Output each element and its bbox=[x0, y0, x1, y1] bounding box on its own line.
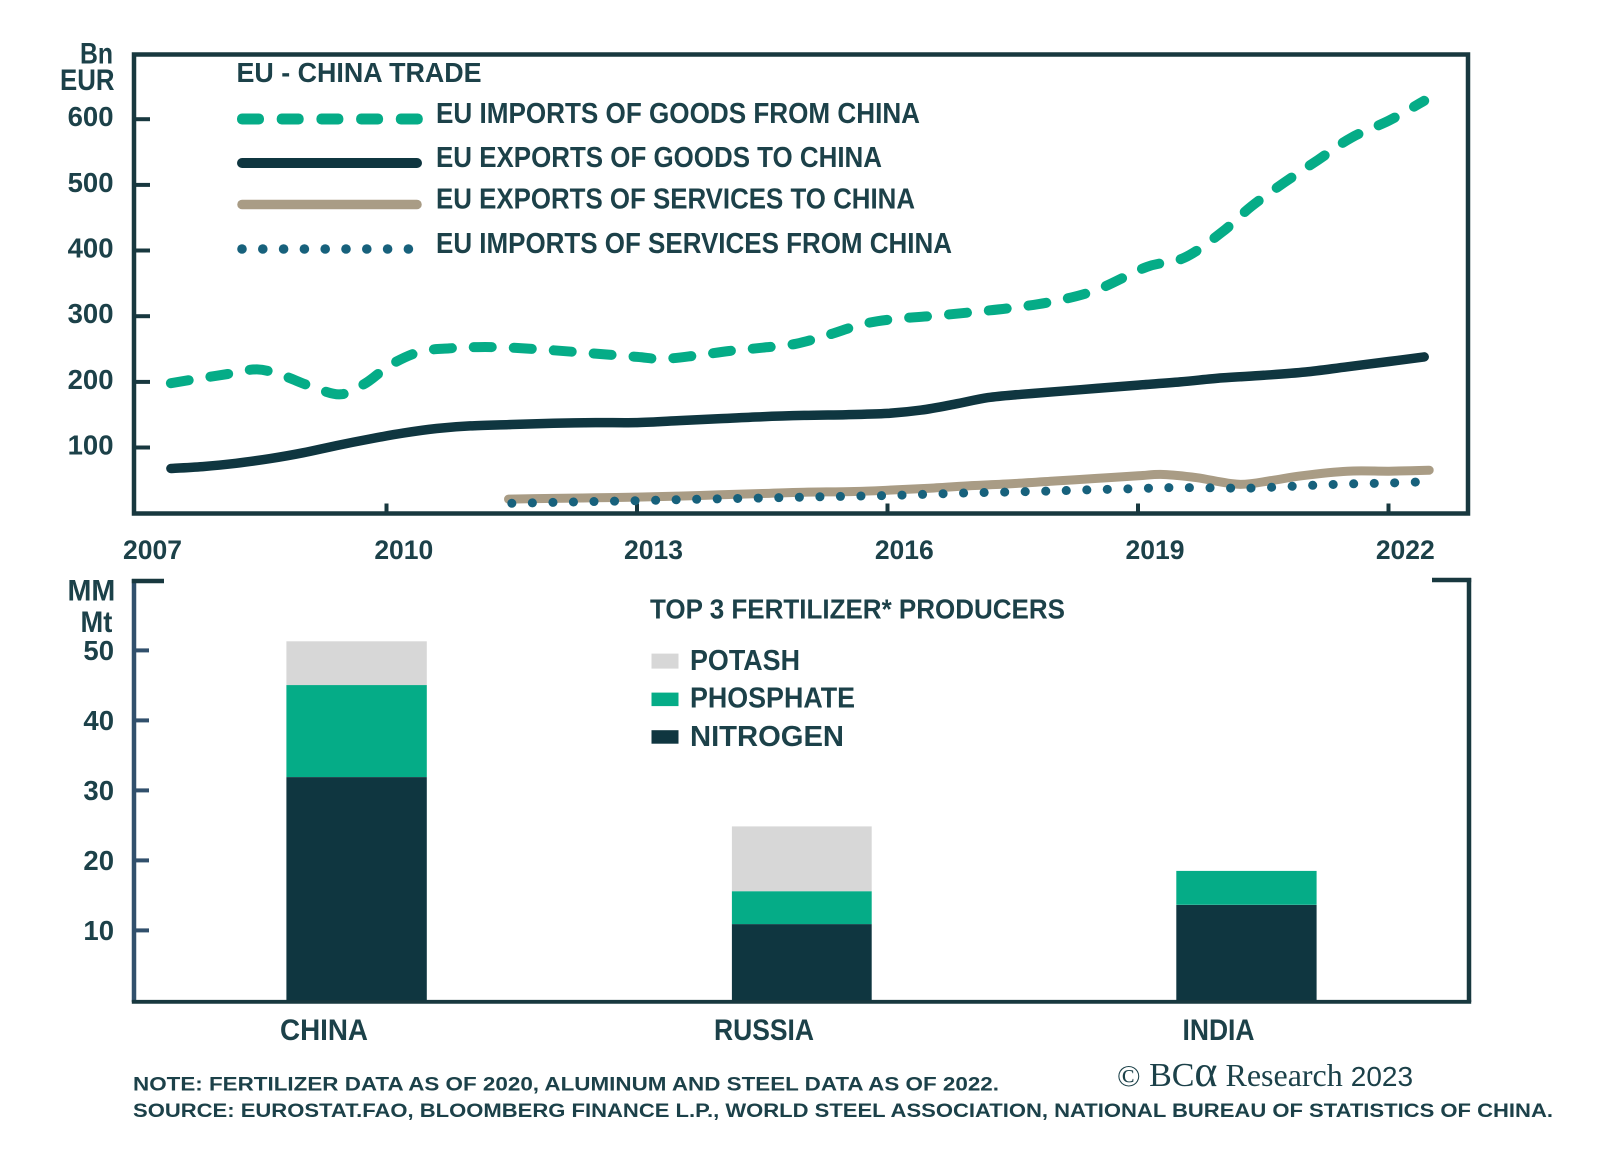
svg-text:10: 10 bbox=[83, 915, 114, 946]
svg-text:2016: 2016 bbox=[875, 535, 934, 565]
svg-text:EUR: EUR bbox=[60, 64, 115, 97]
svg-text:400: 400 bbox=[68, 233, 114, 264]
svg-text:EU EXPORTS OF SERVICES TO CHIN: EU EXPORTS OF SERVICES TO CHINA bbox=[436, 184, 915, 216]
svg-text:© BCα Research 2023: © BCα Research 2023 bbox=[1117, 1047, 1413, 1096]
svg-text:2010: 2010 bbox=[374, 535, 433, 565]
svg-text:SOURCE: EUROSTAT.FAO, BLOOMBER: SOURCE: EUROSTAT.FAO, BLOOMBERG FINANCE … bbox=[133, 1101, 1553, 1122]
svg-text:INDIA: INDIA bbox=[1183, 1014, 1255, 1047]
svg-text:200: 200 bbox=[68, 364, 114, 395]
svg-text:2022: 2022 bbox=[1376, 535, 1435, 565]
svg-text:NOTE: FERTILIZER DATA AS OF 20: NOTE: FERTILIZER DATA AS OF 2020, ALUMIN… bbox=[133, 1075, 999, 1096]
svg-text:EU IMPORTS OF GOODS FROM CHINA: EU IMPORTS OF GOODS FROM CHINA bbox=[436, 98, 920, 130]
svg-text:MM: MM bbox=[68, 575, 116, 608]
svg-text:50: 50 bbox=[83, 635, 114, 666]
svg-text:PHOSPHATE: PHOSPHATE bbox=[690, 683, 855, 715]
svg-text:EU EXPORTS OF GOODS TO CHINA: EU EXPORTS OF GOODS TO CHINA bbox=[436, 142, 882, 174]
svg-text:20: 20 bbox=[83, 845, 114, 876]
svg-text:CHINA: CHINA bbox=[280, 1014, 368, 1047]
svg-text:500: 500 bbox=[68, 167, 114, 198]
svg-text:2007: 2007 bbox=[123, 535, 182, 565]
svg-text:600: 600 bbox=[68, 101, 114, 132]
svg-text:RUSSIA: RUSSIA bbox=[714, 1014, 814, 1047]
svg-text:30: 30 bbox=[83, 775, 114, 806]
svg-text:2019: 2019 bbox=[1126, 535, 1185, 565]
svg-text:40: 40 bbox=[83, 705, 114, 736]
svg-text:Mt: Mt bbox=[81, 606, 113, 639]
svg-text:TOP 3 FERTILIZER* PRODUCERS: TOP 3 FERTILIZER* PRODUCERS bbox=[650, 594, 1065, 625]
svg-text:NITROGEN: NITROGEN bbox=[690, 721, 844, 753]
svg-text:300: 300 bbox=[68, 298, 114, 329]
svg-text:POTASH: POTASH bbox=[690, 645, 800, 677]
svg-text:EU IMPORTS OF SERVICES FROM CH: EU IMPORTS OF SERVICES FROM CHINA bbox=[436, 228, 952, 260]
svg-text:100: 100 bbox=[68, 430, 114, 461]
svg-text:EU - CHINA TRADE: EU - CHINA TRADE bbox=[237, 57, 482, 88]
svg-text:Bn: Bn bbox=[80, 38, 113, 71]
svg-text:2013: 2013 bbox=[624, 535, 683, 565]
